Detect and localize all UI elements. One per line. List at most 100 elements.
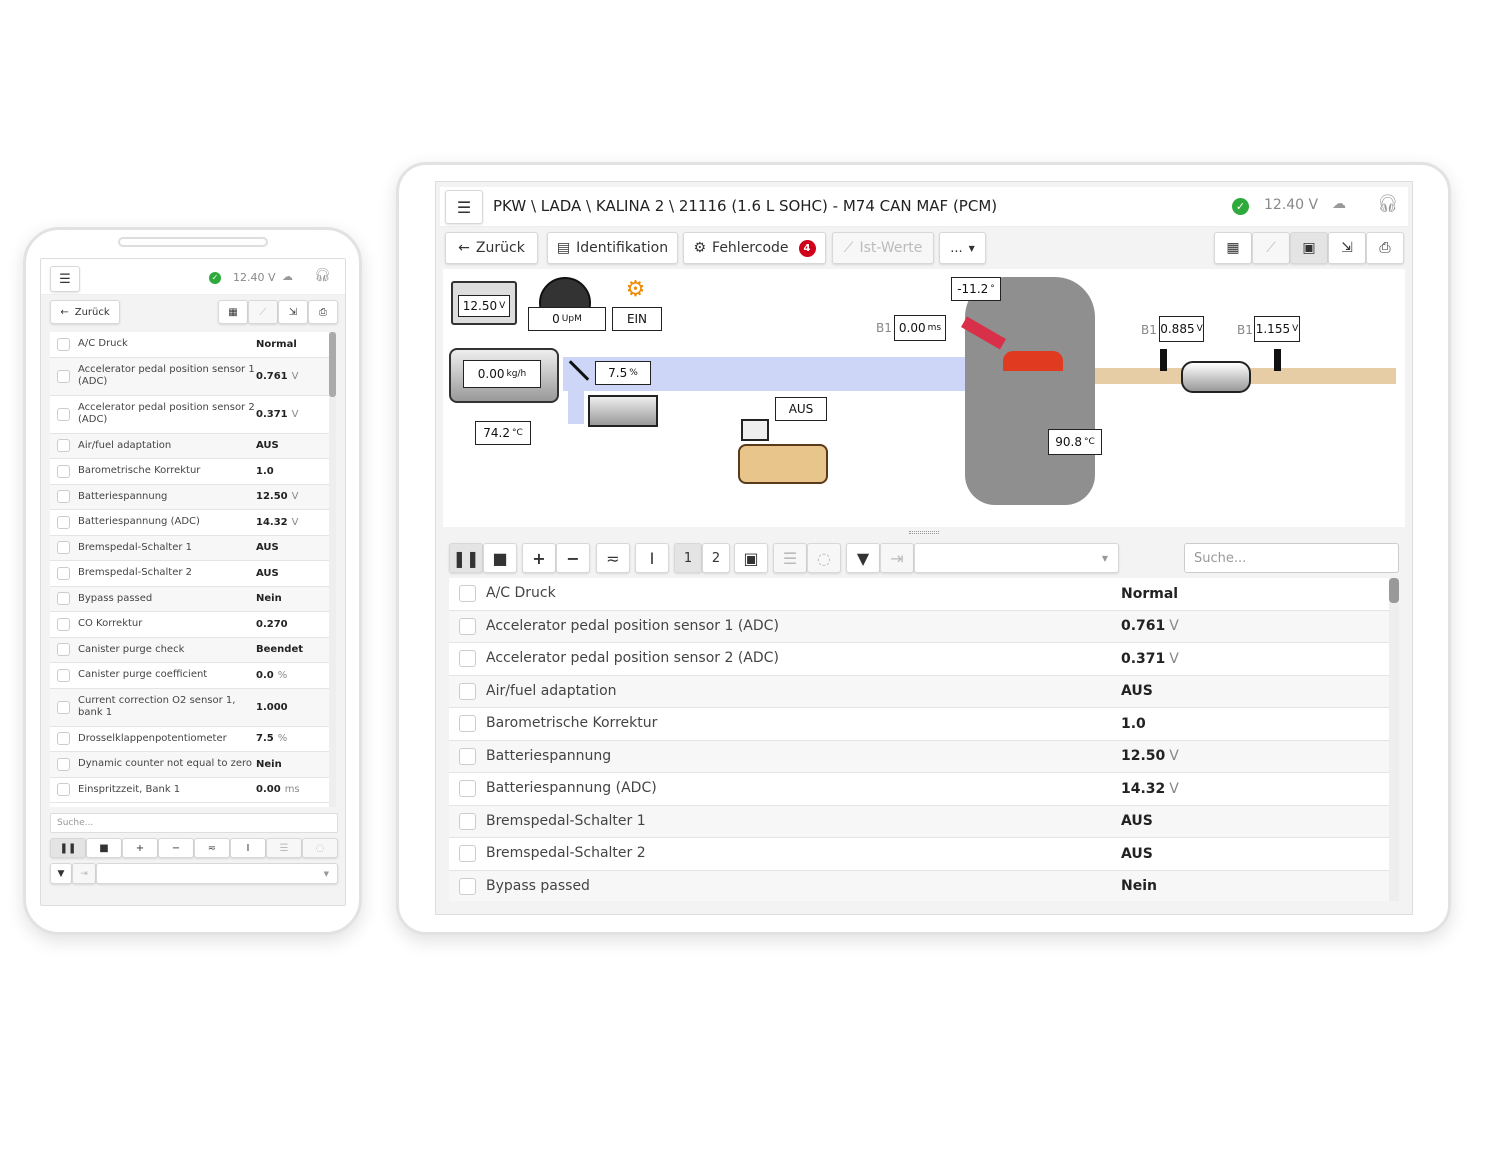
- row-checkbox[interactable]: [459, 877, 476, 895]
- list-item[interactable]: Canister purge check Beendet: [50, 637, 330, 663]
- print-button[interactable]: ⎙: [1366, 232, 1404, 264]
- list-item[interactable]: Accelerator pedal position sensor 2 (ADC…: [50, 396, 330, 434]
- list-item[interactable]: Bremspedal-Schalter 1 AUS: [50, 535, 330, 561]
- search-input[interactable]: Suche...: [50, 813, 338, 833]
- row-checkbox[interactable]: [57, 464, 70, 478]
- row-checkbox[interactable]: [57, 515, 70, 529]
- menu-button[interactable]: ☰: [445, 190, 483, 224]
- row-checkbox[interactable]: [57, 369, 70, 383]
- row-checkbox[interactable]: [57, 337, 70, 351]
- list-item[interactable]: Einspritzzeit, Bank 1 0.00 ms: [50, 778, 330, 803]
- search-input[interactable]: Suche...: [1184, 543, 1399, 573]
- row-checkbox[interactable]: [57, 439, 70, 453]
- row-checkbox[interactable]: [57, 732, 70, 746]
- clear-button[interactable]: ◌: [807, 543, 841, 573]
- print-button[interactable]: ⎙: [308, 300, 338, 324]
- chart-view-button[interactable]: ⟋: [1252, 232, 1290, 264]
- row-checkbox[interactable]: [459, 585, 476, 603]
- list-button[interactable]: ☰: [266, 838, 302, 858]
- filter-clear-button[interactable]: ▼: [50, 863, 72, 884]
- list-item[interactable]: Batteriespannung (ADC) 14.32 V: [449, 773, 1389, 806]
- add-button[interactable]: +: [122, 838, 158, 858]
- row-checkbox[interactable]: [459, 747, 476, 765]
- row-checkbox[interactable]: [459, 650, 476, 668]
- row-checkbox[interactable]: [57, 490, 70, 504]
- stop-button[interactable]: ■: [483, 543, 517, 573]
- row-checkbox[interactable]: [57, 407, 70, 421]
- list-item[interactable]: Bypass passed Nein: [50, 586, 330, 612]
- page-1-button[interactable]: 1: [674, 543, 702, 573]
- row-checkbox[interactable]: [459, 682, 476, 700]
- list-item[interactable]: Dynamic counter not equal to zero Nein: [50, 752, 330, 778]
- list-item[interactable]: Bremspedal-Schalter 2 AUS: [449, 838, 1389, 871]
- list-item[interactable]: Accelerator pedal position sensor 2 (ADC…: [449, 643, 1389, 676]
- identification-button[interactable]: ▤ Identifikation: [547, 232, 678, 264]
- list-item[interactable]: A/C Druck Normal: [50, 332, 330, 358]
- list-item[interactable]: Air/fuel adaptation AUS: [50, 433, 330, 459]
- live-values-button[interactable]: ⟋ Ist-Werte: [832, 232, 934, 264]
- row-checkbox[interactable]: [57, 700, 70, 714]
- list-item[interactable]: Accelerator pedal position sensor 1 (ADC…: [50, 357, 330, 396]
- grid-view-button[interactable]: ▦: [218, 300, 248, 324]
- filter-clear-button[interactable]: ▼: [846, 543, 880, 573]
- list-item[interactable]: Accelerator pedal position sensor 1 (ADC…: [449, 610, 1389, 643]
- row-checkbox[interactable]: [57, 592, 70, 606]
- splitter-handle[interactable]: [909, 531, 939, 534]
- chart-view-button[interactable]: ⟋: [248, 300, 278, 324]
- list-item[interactable]: Batteriespannung 12.50 V: [50, 484, 330, 510]
- range-button[interactable]: Ⅰ: [635, 543, 669, 573]
- row-checkbox[interactable]: [459, 845, 476, 863]
- list-button[interactable]: ☰: [773, 543, 807, 573]
- add-button[interactable]: +: [522, 543, 556, 573]
- pause-button[interactable]: ❚❚: [449, 543, 483, 573]
- list-scrollbar[interactable]: [329, 332, 336, 807]
- diagram-view-button[interactable]: ▣: [1290, 232, 1328, 264]
- cloud-icon[interactable]: ☁: [282, 270, 293, 283]
- grid-view-button[interactable]: ▦: [1214, 232, 1252, 264]
- list-item[interactable]: CO Korrektur 0.270: [50, 612, 330, 638]
- list-item[interactable]: Drosselklappenpotentiometer 7.5%: [50, 727, 330, 752]
- list-item[interactable]: Bypass passed Nein: [449, 870, 1389, 901]
- list-item[interactable]: Air/fuel adaptation AUS: [449, 675, 1389, 708]
- jump-button[interactable]: ⇥: [72, 863, 96, 884]
- remove-button[interactable]: −: [158, 838, 194, 858]
- row-checkbox[interactable]: [57, 566, 70, 580]
- filter-select[interactable]: ▼: [914, 543, 1119, 573]
- list-scrollbar[interactable]: [1389, 578, 1399, 901]
- row-checkbox[interactable]: [57, 668, 70, 682]
- list-item[interactable]: Current correction O2 sensor 1, bank 1 1…: [50, 688, 330, 727]
- list-item[interactable]: Batteriespannung (ADC) 14.32 V: [50, 510, 330, 536]
- list-item[interactable]: Barometrische Korrektur 1.0: [50, 459, 330, 485]
- approx-button[interactable]: ≂: [194, 838, 230, 858]
- jump-button[interactable]: ⇥: [880, 543, 914, 573]
- more-dropdown[interactable]: ... ▼: [939, 232, 986, 264]
- export-button[interactable]: ⇲: [278, 300, 308, 324]
- headset-icon[interactable]: 🎧︎: [1377, 194, 1399, 214]
- row-checkbox[interactable]: [459, 780, 476, 798]
- back-button[interactable]: ← Zurück: [445, 232, 538, 264]
- row-checkbox[interactable]: [459, 617, 476, 635]
- cloud-icon[interactable]: ☁: [1332, 196, 1346, 212]
- approx-button[interactable]: ≂: [596, 543, 630, 573]
- page-2-button[interactable]: 2: [702, 543, 730, 573]
- row-checkbox[interactable]: [57, 643, 70, 657]
- remove-button[interactable]: −: [556, 543, 590, 573]
- row-checkbox[interactable]: [459, 812, 476, 830]
- fault-codes-button[interactable]: ⚙ Fehlercode 4: [683, 232, 826, 264]
- filter-select[interactable]: ▼: [96, 863, 338, 884]
- list-item[interactable]: A/C Druck Normal: [449, 578, 1389, 611]
- list-item[interactable]: Batteriespannung 12.50 V: [449, 740, 1389, 773]
- list-item[interactable]: Canister purge coefficient 0.0%: [50, 663, 330, 689]
- stop-button[interactable]: ■: [86, 838, 122, 858]
- row-checkbox[interactable]: [57, 541, 70, 555]
- pause-button[interactable]: ❚❚: [50, 838, 86, 858]
- list-item[interactable]: Barometrische Korrektur 1.0: [449, 708, 1389, 741]
- export-button[interactable]: ⇲: [1328, 232, 1366, 264]
- clear-button[interactable]: ◌: [302, 838, 338, 858]
- row-checkbox[interactable]: [57, 617, 70, 631]
- save-button[interactable]: ▣: [734, 543, 768, 573]
- headset-icon[interactable]: 🎧︎: [314, 268, 331, 283]
- back-button[interactable]: ← Zurück: [50, 300, 120, 324]
- row-checkbox[interactable]: [57, 783, 70, 797]
- row-checkbox[interactable]: [459, 715, 476, 733]
